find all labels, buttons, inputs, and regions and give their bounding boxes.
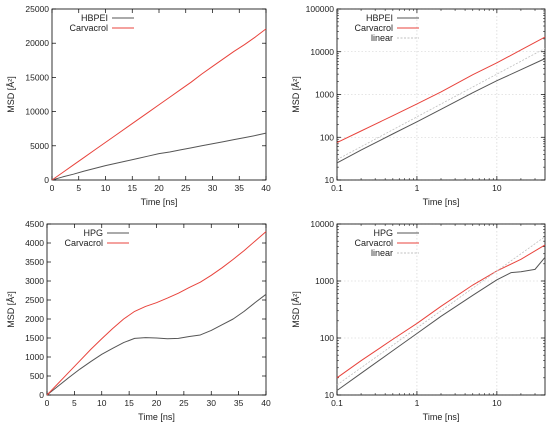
x-tick-label: 10 — [101, 183, 111, 193]
legend-label: HBPEI — [81, 13, 108, 23]
y-tick-label: 1000 — [315, 90, 334, 100]
y-tick-label: 100000 — [306, 4, 335, 14]
x-tick-label: 20 — [154, 183, 164, 193]
series-line-hbpei — [51, 132, 267, 181]
y-tick-label: 0 — [44, 175, 49, 185]
x-tick-label: 1 — [415, 183, 420, 193]
x-tick-label: 30 — [207, 398, 217, 408]
y-tick-label: 1000 — [25, 352, 44, 362]
x-axis-label: Time [ns] — [423, 197, 460, 207]
y-tick-label: 1500 — [25, 333, 44, 343]
legend-label: Carvacrol — [64, 238, 103, 248]
legend-label: Carvacrol — [354, 23, 393, 33]
legend-label: linear — [371, 33, 393, 43]
x-tick-label: 35 — [235, 183, 245, 193]
series-line-hpg — [336, 257, 546, 391]
series-line-carvacrol — [51, 28, 267, 181]
x-tick-label: 25 — [179, 398, 189, 408]
x-axis-label: Time [ns] — [423, 412, 460, 422]
x-tick-label: 25 — [181, 183, 191, 193]
x-axis-label: Time [ns] — [141, 197, 178, 207]
plot-frame — [336, 223, 546, 396]
series-line-carvacrol — [46, 231, 267, 396]
y-tick-label: 10000 — [310, 219, 334, 229]
x-tick-label: 0 — [50, 183, 55, 193]
y-tick-label: 100 — [320, 132, 334, 142]
y-tick-label: 2000 — [25, 314, 44, 324]
x-tick-label: 20 — [152, 398, 162, 408]
y-tick-label: 15000 — [25, 72, 49, 82]
y-tick-label: 5000 — [30, 141, 49, 151]
chart-panel-top-right: 0.1 1 10 10 100 1000 10000 100000 HBPEICarvacrol… — [291, 4, 546, 207]
series-line-hpg — [46, 293, 267, 396]
plot-frame — [336, 8, 546, 181]
plot-frame — [51, 8, 267, 181]
x-tick-label: 0.1 — [331, 398, 343, 408]
chart-panel-bottom-left: 0 5 10 15 20 25 30 35 40 0 500 1000 1500 2000 2500 3000… — [6, 219, 271, 422]
y-tick-label: 1000 — [315, 276, 334, 286]
y-tick-label: 4500 — [25, 219, 44, 229]
y-tick-label: 25000 — [25, 4, 49, 14]
y-tick-label: 10 — [325, 390, 335, 400]
legend-label: Carvacrol — [69, 23, 108, 33]
y-tick-label: 10000 — [310, 47, 334, 57]
y-tick-label: 3000 — [25, 276, 44, 286]
y-tick-label: 10 — [325, 175, 335, 185]
y-axis-label: MSD [Å²] — [291, 291, 301, 328]
x-tick-label: 40 — [261, 183, 271, 193]
y-axis-label: MSD [Å²] — [6, 76, 16, 113]
x-tick-label: 0.1 — [331, 183, 343, 193]
x-tick-label: 15 — [124, 398, 134, 408]
y-tick-label: 100 — [320, 333, 334, 343]
x-tick-label: 30 — [208, 183, 218, 193]
y-tick-label: 4000 — [25, 238, 44, 248]
y-tick-label: 0 — [39, 390, 44, 400]
x-tick-label: 1 — [415, 398, 420, 408]
x-tick-label: 10 — [492, 398, 502, 408]
y-tick-label: 2500 — [25, 295, 44, 305]
series-line-carvacrol — [336, 36, 546, 144]
legend-label: HPG — [373, 228, 393, 238]
x-tick-label: 15 — [128, 183, 138, 193]
x-tick-label: 5 — [76, 183, 81, 193]
y-tick-label: 500 — [30, 371, 44, 381]
x-tick-label: 0 — [45, 398, 50, 408]
chart-panel-top-left: 0 5 10 15 20 25 30 35 40 0 5000 10000 15000 20000 2500… — [6, 4, 271, 207]
x-tick-label: 5 — [72, 398, 77, 408]
y-tick-label: 3500 — [25, 257, 44, 267]
y-tick-label: 20000 — [25, 38, 49, 48]
x-tick-label: 10 — [97, 398, 107, 408]
y-axis-label: MSD [Å²] — [6, 291, 16, 328]
y-tick-label: 10000 — [25, 107, 49, 117]
series-line-linear — [336, 236, 546, 386]
series-line-carvacrol — [336, 244, 546, 379]
x-tick-label: 40 — [261, 398, 271, 408]
series-line-hbpei — [336, 58, 546, 164]
x-tick-label: 35 — [234, 398, 244, 408]
legend-label: HPG — [83, 228, 103, 238]
legend-label: linear — [371, 248, 393, 258]
x-tick-label: 10 — [492, 183, 502, 193]
x-axis-label: Time [ns] — [138, 412, 175, 422]
y-axis-label: MSD [Å²] — [291, 76, 301, 113]
legend-label: Carvacrol — [354, 238, 393, 248]
series-line-linear — [336, 48, 546, 160]
legend-label: HBPEI — [366, 13, 393, 23]
